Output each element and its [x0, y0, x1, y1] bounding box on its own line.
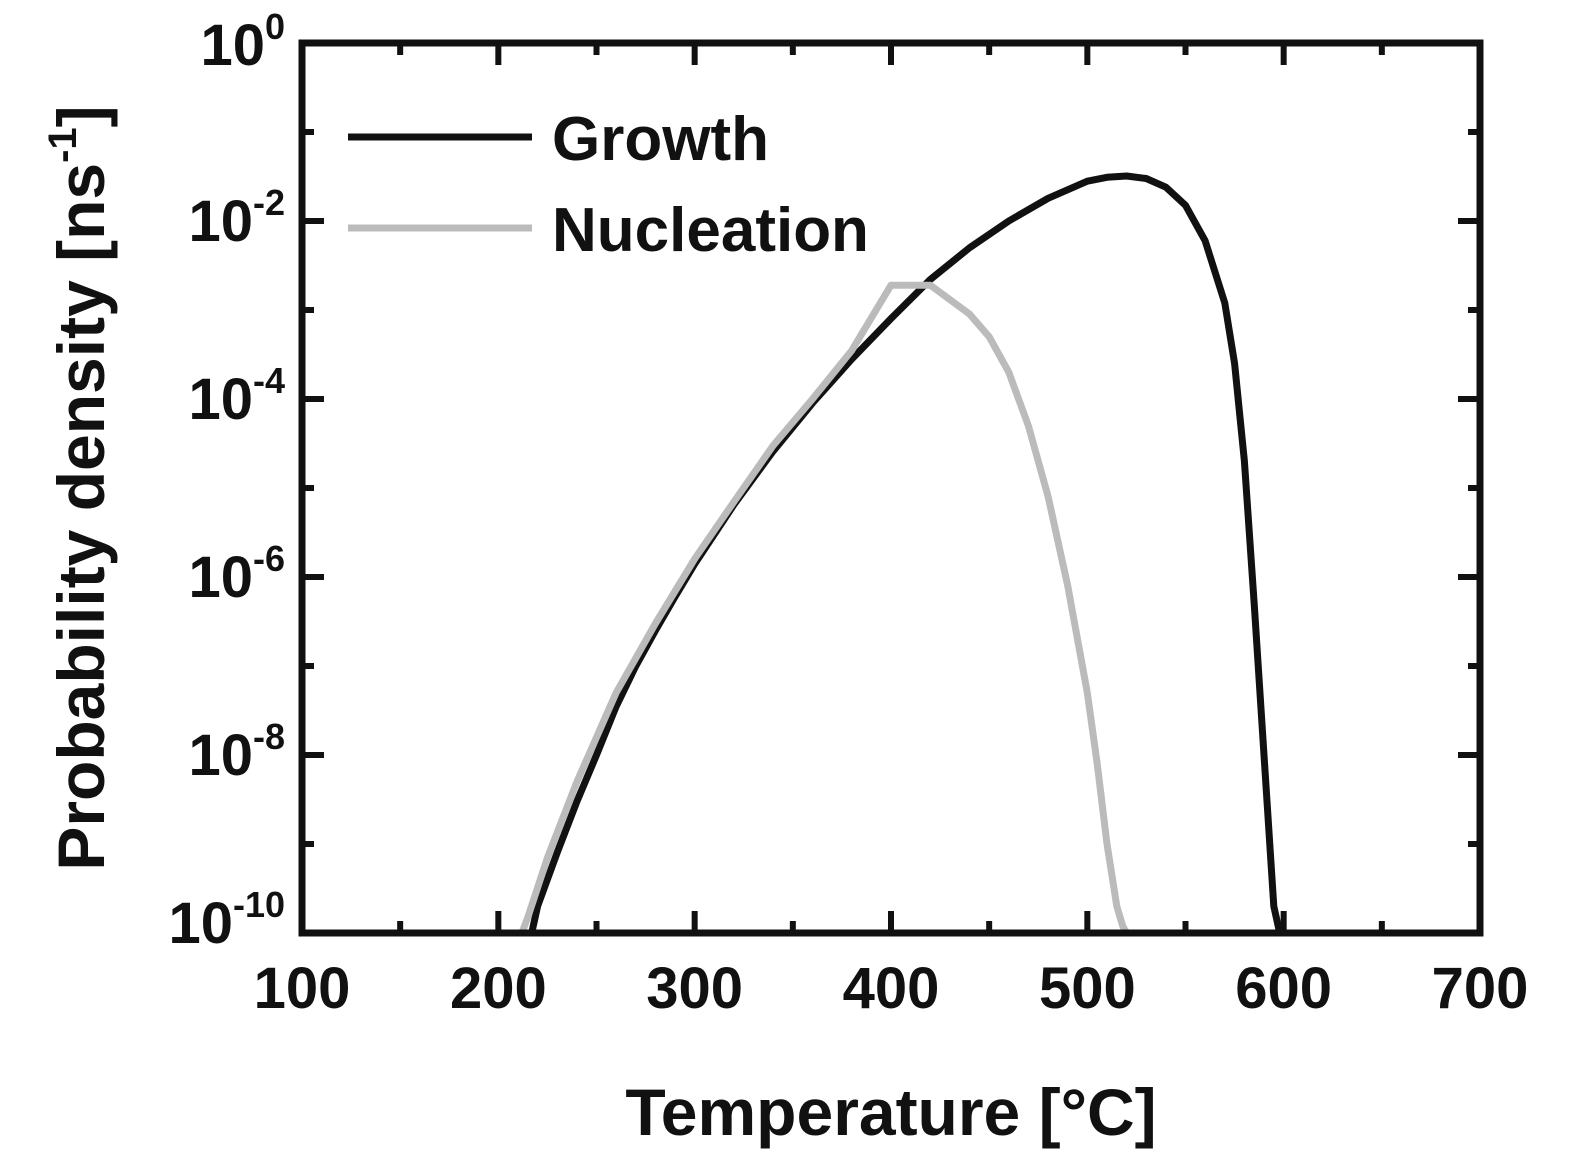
- series-line-growth: [528, 172, 1284, 937]
- y-tick-label-5: 100: [200, 6, 285, 78]
- y-tick-exponent-0: -10: [233, 884, 285, 925]
- x-tick-labels: 100 200 300 400 500 600 700: [254, 956, 1529, 1021]
- series-layer: [518, 172, 1284, 937]
- y-tick-label-4: 10-2: [188, 182, 285, 254]
- y-tick-base-1: 10: [188, 723, 253, 788]
- x-axis-title: Temperature [°C]: [625, 1075, 1156, 1149]
- y-tick-base-0: 10: [168, 891, 233, 956]
- y-tick-label-3: 10-4: [188, 360, 285, 432]
- y-tick-label-2: 10-6: [188, 538, 285, 610]
- series-line-nucleation: [518, 281, 1131, 937]
- y-tick-label-0: 10-10: [168, 884, 285, 956]
- x-tick-label-5: 600: [1235, 956, 1332, 1021]
- legend: Growth Nucleation: [348, 105, 869, 265]
- x-tick-label-2: 300: [646, 956, 743, 1021]
- y-axis-title-close: ]: [44, 105, 118, 127]
- y-tick-exponent-2: -6: [253, 538, 285, 579]
- legend-label-nucleation: Nucleation: [552, 196, 869, 265]
- x-tick-label-1: 200: [450, 956, 547, 1021]
- x-tick-label-6: 700: [1432, 956, 1529, 1021]
- y-tick-label-1: 10-8: [188, 716, 285, 788]
- axis-ticks: [299, 40, 1483, 936]
- y-axis-title-main: Probability density [ns: [44, 163, 118, 871]
- y-tick-base-4: 10: [188, 189, 253, 254]
- legend-label-growth: Growth: [552, 105, 769, 174]
- y-tick-exponent-4: -2: [253, 182, 285, 223]
- plot-frame: [298, 39, 1484, 937]
- y-tick-exponent-1: -8: [253, 716, 285, 757]
- x-tick-label-4: 500: [1039, 956, 1136, 1021]
- y-axis-title: Probability density [ns-1]: [41, 105, 118, 870]
- y-axis-title-exponent: -1: [41, 127, 85, 163]
- y-tick-base-5: 10: [200, 13, 265, 78]
- y-tick-base-3: 10: [188, 367, 253, 432]
- y-tick-base-2: 10: [188, 545, 253, 610]
- y-tick-exponent-3: -4: [253, 360, 285, 401]
- y-tick-exponent-5: 0: [265, 6, 285, 47]
- x-tick-label-3: 400: [843, 956, 940, 1021]
- x-tick-label-0: 100: [254, 956, 351, 1021]
